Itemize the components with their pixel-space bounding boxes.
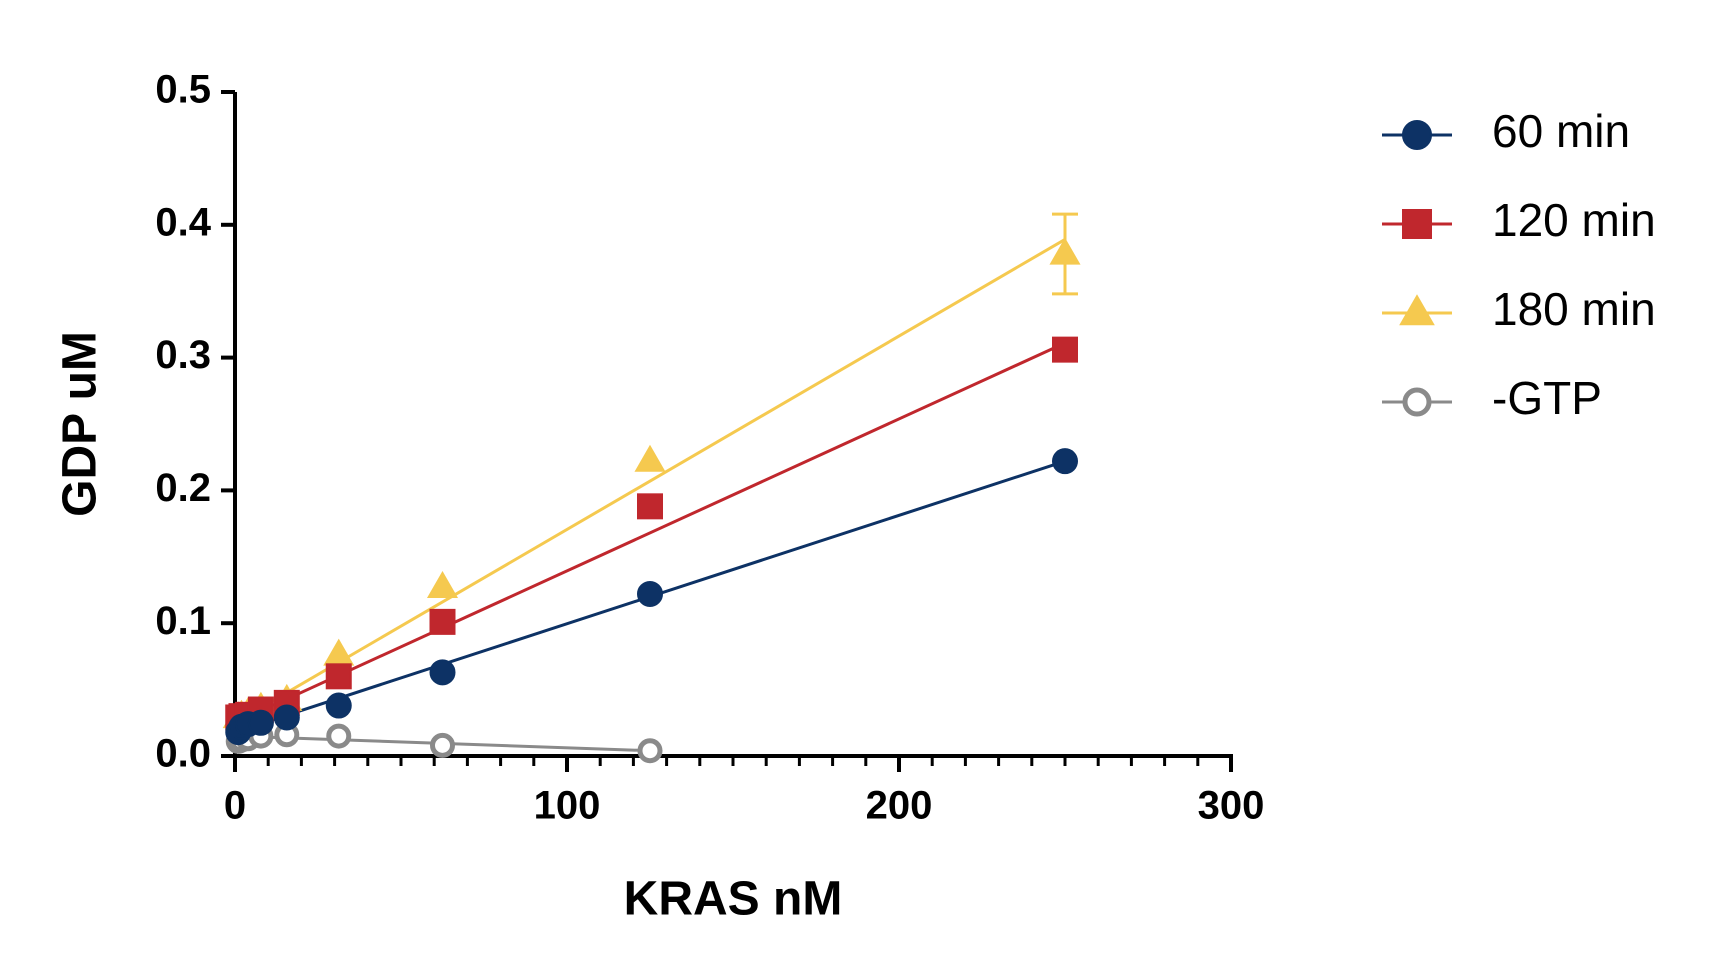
- point: [637, 738, 663, 764]
- point: [1052, 448, 1078, 475]
- point: [273, 704, 300, 731]
- legend-marker: [1402, 209, 1432, 239]
- point: [1052, 336, 1078, 363]
- legend-marker: [1402, 120, 1432, 150]
- y-tick-label: 0.4: [155, 200, 211, 244]
- point: [1049, 237, 1081, 265]
- x-axis-title: KRAS nM: [624, 873, 843, 926]
- point: [326, 723, 352, 749]
- point: [426, 570, 459, 598]
- fit-line: [234, 341, 1066, 725]
- x-tick-label: 300: [1198, 784, 1265, 828]
- y-axis-title: GDP uM: [54, 331, 107, 517]
- y-tick-label: 0.3: [155, 333, 211, 377]
- point: [325, 692, 352, 719]
- point: [429, 608, 456, 635]
- point: [634, 444, 666, 472]
- point: [430, 732, 455, 758]
- point: [429, 659, 456, 686]
- legend-label: 60 min: [1492, 105, 1630, 157]
- y-tick-label: 0.5: [155, 68, 211, 112]
- legend-marker: [1399, 294, 1435, 326]
- x-tick-label: 0: [224, 784, 246, 828]
- point: [637, 493, 663, 520]
- point: [637, 580, 663, 607]
- fit-line: [234, 238, 1066, 725]
- point: [247, 709, 274, 736]
- y-tick-label: 0.0: [155, 732, 211, 776]
- legend-marker: [1402, 387, 1432, 417]
- y-tick-label: 0.1: [155, 599, 211, 643]
- x-tick-label: 100: [534, 784, 601, 828]
- x-tick-label: 200: [866, 784, 933, 828]
- legend-label: 180 min: [1492, 283, 1656, 335]
- legend-label: 120 min: [1492, 194, 1656, 246]
- point: [325, 663, 352, 690]
- legend-label: -GTP: [1492, 372, 1602, 424]
- point: [323, 638, 355, 666]
- y-tick-label: 0.2: [155, 466, 211, 510]
